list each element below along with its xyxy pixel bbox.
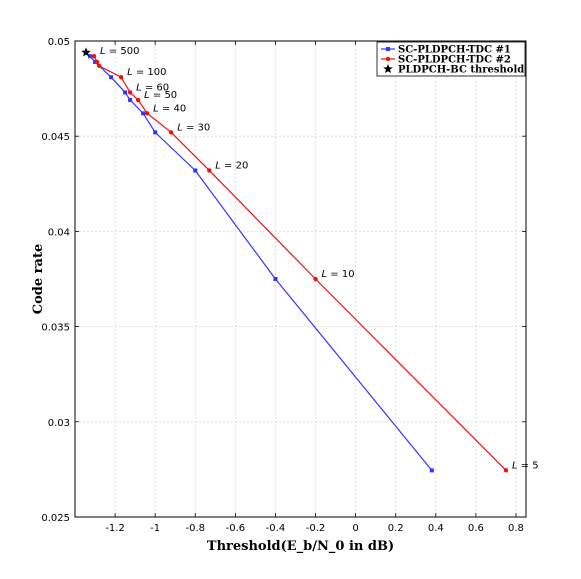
- y-tick-label: 0.03: [48, 418, 70, 429]
- point-annotation: L = 30: [177, 122, 210, 133]
- data-point: [503, 468, 509, 473]
- data-point: [273, 277, 278, 281]
- legend: SC-PLDPCH-TDC #1SC-PLDPCH-TDC #2PLDPCH-B…: [376, 41, 526, 77]
- x-tick-label: 0.8: [508, 523, 524, 534]
- x-axis-title: Threshold(E_b/N_0 in dB): [207, 539, 394, 554]
- data-point: [118, 74, 124, 80]
- series-3: [81, 47, 91, 57]
- annotation-value: = 5: [518, 460, 539, 471]
- annotation-value: = 10: [327, 269, 354, 280]
- y-axis-title: Code rate: [31, 244, 46, 314]
- x-tick-label: -0.8: [186, 523, 206, 534]
- data-point: [153, 130, 158, 135]
- data-point: [81, 47, 91, 57]
- data-point: [135, 97, 141, 103]
- data-point: [313, 276, 318, 282]
- data-point: [123, 90, 128, 95]
- annotation-value: = 40: [159, 103, 186, 114]
- x-tick-label: 0.4: [428, 523, 444, 534]
- y-tick-label: 0.035: [41, 323, 70, 334]
- x-tick-label: -0.4: [266, 523, 286, 534]
- y-tick-label: 0.045: [41, 132, 70, 143]
- series-line: [93, 55, 507, 471]
- point-annotation: L = 40: [153, 103, 186, 114]
- series-2: [91, 54, 509, 473]
- data-point: [141, 111, 146, 116]
- point-annotation: L = 20: [215, 160, 248, 171]
- legend-box: [376, 41, 526, 77]
- annotation-value: = 60: [142, 82, 169, 93]
- legend-label: SC-PLDPCH-TDC #2: [398, 55, 511, 66]
- annotation-variable: L: [144, 90, 150, 101]
- data-point: [88, 54, 93, 59]
- annotation-variable: L: [177, 122, 183, 133]
- annotation-variable: L: [322, 269, 328, 280]
- annotation-variable: L: [136, 82, 142, 93]
- data-point: [94, 59, 100, 65]
- point-annotation: L = 100: [127, 67, 166, 78]
- annotation-value: = 50: [150, 90, 177, 101]
- annotation-value: = 100: [133, 67, 167, 78]
- data-point: [96, 63, 102, 68]
- grid: [75, 40, 526, 518]
- y-tick-label: 0.025: [41, 513, 70, 524]
- data-point: [193, 168, 198, 173]
- series-line: [89, 55, 433, 471]
- x-tick-label: 0: [352, 523, 358, 534]
- x-tick-label: -1.2: [105, 523, 125, 534]
- x-tick-label: -1: [150, 523, 160, 534]
- x-tick-label: 0.2: [388, 523, 404, 534]
- data-point: [169, 130, 174, 135]
- point-annotation: L = 500: [100, 46, 139, 57]
- annotation-variable: L: [512, 460, 518, 471]
- x-tick-label: -0.2: [306, 523, 326, 534]
- point-annotation: L = 50: [144, 90, 177, 101]
- legend-entry: PLDPCH-BC threshold: [383, 64, 524, 76]
- annotation-variable: L: [153, 103, 159, 114]
- series-1: [88, 54, 434, 473]
- y-tick-label: 0.04: [48, 227, 70, 238]
- legend-label: SC-PLDPCH-TDC #1: [398, 45, 511, 56]
- legend-label: PLDPCH-BC threshold: [398, 65, 524, 76]
- point-annotation: L = 10: [322, 269, 355, 280]
- data-point: [128, 98, 133, 103]
- point-annotation: L = 60: [136, 82, 169, 93]
- legend-marker: [383, 64, 393, 74]
- data-point: [144, 111, 150, 116]
- data-point: [429, 468, 434, 473]
- legend-entry: SC-PLDPCH-TDC #2: [381, 55, 511, 66]
- annotation-variable: L: [127, 67, 133, 78]
- legend-marker: [385, 56, 391, 62]
- legend-marker: [386, 47, 390, 51]
- point-annotation: L = 5: [512, 460, 539, 471]
- x-tick-label: 0.6: [468, 523, 484, 534]
- annotations: L = 5L = 10L = 20L = 30L = 40L = 50L = 6…: [100, 46, 539, 471]
- data-point: [207, 168, 212, 173]
- annotation-value: = 500: [106, 46, 140, 57]
- annotation-value: = 30: [183, 122, 210, 133]
- annotation-variable: L: [100, 46, 106, 57]
- annotation-variable: L: [215, 160, 221, 171]
- axis-ticks: -1.2 -1 -0.8 -0.6 -0.4 -0.2 0 0.2 0.4 0.6 0.8 0.025…: [41, 37, 526, 534]
- plot-frame: [74, 40, 527, 518]
- annotation-value: = 20: [221, 160, 248, 171]
- y-tick-label: 0.05: [48, 37, 70, 48]
- data-point: [91, 54, 97, 59]
- data-point: [127, 90, 133, 95]
- legend-entry: SC-PLDPCH-TDC #1: [381, 45, 511, 56]
- series-layer: [81, 47, 509, 473]
- x-tick-label: -0.6: [226, 523, 246, 534]
- data-point: [109, 75, 114, 80]
